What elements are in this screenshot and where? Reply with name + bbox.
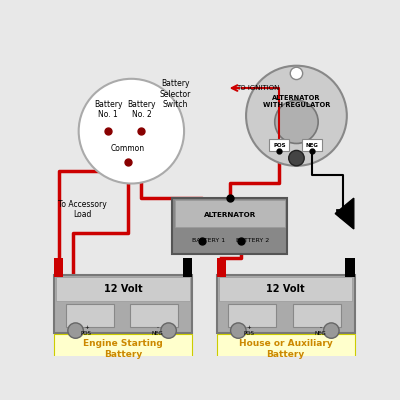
- FancyBboxPatch shape: [54, 275, 192, 333]
- Circle shape: [289, 150, 304, 166]
- Text: +
POS: + POS: [81, 325, 92, 336]
- Circle shape: [79, 79, 184, 184]
- Text: -
NEG: - NEG: [152, 325, 164, 336]
- FancyBboxPatch shape: [219, 278, 352, 300]
- Text: Battery
No. 1: Battery No. 1: [94, 100, 122, 119]
- Circle shape: [230, 323, 246, 338]
- FancyBboxPatch shape: [345, 258, 354, 277]
- Text: To Accessory
Load: To Accessory Load: [58, 200, 107, 219]
- Text: TO IGNITION: TO IGNITION: [236, 85, 279, 91]
- Circle shape: [161, 323, 176, 338]
- Circle shape: [246, 66, 347, 166]
- Text: 12 Volt: 12 Volt: [266, 284, 305, 294]
- FancyBboxPatch shape: [217, 334, 354, 364]
- Text: BATTERY 1: BATTERY 1: [192, 238, 225, 243]
- FancyBboxPatch shape: [217, 258, 226, 277]
- Text: ALTERNATOR: ALTERNATOR: [204, 212, 256, 218]
- Text: House or Auxiliary
Battery: House or Auxiliary Battery: [239, 339, 332, 359]
- FancyBboxPatch shape: [54, 334, 192, 364]
- FancyBboxPatch shape: [54, 258, 63, 277]
- Circle shape: [290, 67, 303, 80]
- Circle shape: [275, 100, 318, 144]
- Text: 12 Volt: 12 Volt: [104, 284, 142, 294]
- FancyBboxPatch shape: [56, 278, 190, 300]
- FancyBboxPatch shape: [292, 304, 341, 327]
- Text: -
NEG: - NEG: [315, 325, 326, 336]
- FancyBboxPatch shape: [172, 198, 287, 254]
- Polygon shape: [335, 198, 354, 229]
- Text: BATTERY 2: BATTERY 2: [236, 238, 270, 243]
- FancyBboxPatch shape: [175, 200, 285, 228]
- Text: Battery
Selector
Switch: Battery Selector Switch: [160, 79, 191, 109]
- FancyBboxPatch shape: [228, 304, 276, 327]
- FancyBboxPatch shape: [182, 258, 192, 277]
- Text: Common: Common: [110, 144, 144, 153]
- FancyBboxPatch shape: [66, 304, 114, 327]
- FancyBboxPatch shape: [302, 139, 322, 151]
- Text: +
POS: + POS: [244, 325, 255, 336]
- FancyBboxPatch shape: [130, 304, 178, 327]
- Text: Engine Starting
Battery: Engine Starting Battery: [83, 339, 163, 359]
- FancyBboxPatch shape: [217, 275, 354, 333]
- Text: ALTERNATOR
WITH REGULATOR: ALTERNATOR WITH REGULATOR: [263, 95, 330, 108]
- Text: POS: POS: [273, 142, 286, 148]
- Circle shape: [68, 323, 83, 338]
- Circle shape: [324, 323, 339, 338]
- FancyBboxPatch shape: [269, 139, 290, 151]
- Text: Battery
No. 2: Battery No. 2: [127, 100, 156, 119]
- Text: NEG: NEG: [306, 142, 318, 148]
